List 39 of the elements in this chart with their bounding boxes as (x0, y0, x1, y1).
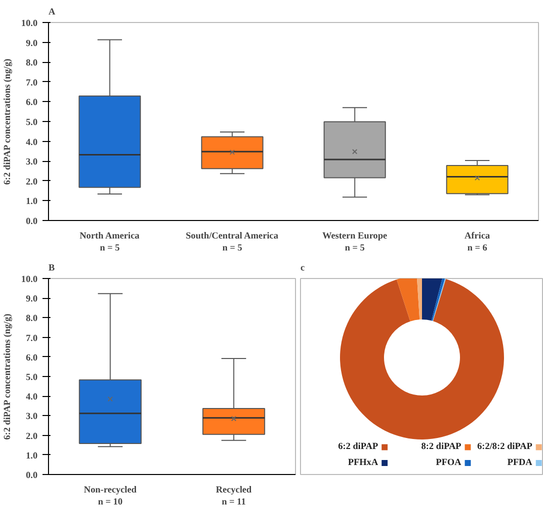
y-tick-label: 6.0 (26, 353, 38, 364)
legend-label: PFDA (507, 458, 533, 468)
y-tick-label: 2.0 (26, 432, 38, 442)
x-tick-label: Africa n = 6 (464, 232, 490, 254)
y-tick-label: 8.0 (26, 314, 38, 324)
legend-label: PFHxA (348, 458, 378, 468)
y-tick-label: 9.0 (26, 294, 38, 305)
legend-label: PFOA (436, 458, 462, 468)
y-tick-label: 10.0 (21, 19, 38, 29)
x-tick-label: Non-recycled n = 10 (84, 486, 138, 508)
x-tick-label: Western Europe n = 5 (322, 232, 388, 254)
y-tick-label: 6.0 (26, 98, 38, 108)
x-tick-label: South/Central America n = 5 (186, 232, 279, 254)
legend-label: 6:2 diPAP (338, 442, 378, 452)
legend-label: 6:2/8:2 diPAP (477, 442, 533, 452)
y-tick-label: 2.0 (26, 177, 38, 188)
y-tick-label: 1.0 (26, 451, 38, 462)
y-tick-label: 0.0 (26, 217, 38, 227)
y-tick-label: 1.0 (26, 197, 38, 208)
y-tick-label: 8.0 (26, 58, 38, 69)
legend-label: 8:2 diPAP (421, 442, 462, 452)
chart-title: A (48, 8, 56, 18)
y-axis-title: 6:2 diPAP concentrations (ng/g) (3, 314, 14, 440)
y-axis-title: 6:2 diPAP concentrations (ng/g) (3, 58, 14, 185)
chart-title: B (48, 264, 55, 274)
x-tick-label: North America n = 5 (80, 232, 140, 254)
y-tick-label: 7.0 (26, 78, 38, 88)
y-tick-label: 4.0 (26, 138, 38, 148)
y-tick-label: 4.0 (26, 392, 38, 403)
chart-title: c (300, 264, 305, 274)
y-tick-label: 3.0 (26, 158, 38, 168)
x-tick-label: Recycled n = 11 (216, 486, 252, 508)
y-tick-label: 9.0 (26, 38, 38, 49)
y-tick-label: 10.0 (21, 275, 38, 285)
y-tick-label: 5.0 (26, 373, 38, 383)
y-tick-label: 3.0 (26, 412, 38, 422)
y-tick-label: 0.0 (26, 471, 38, 481)
y-tick-label: 7.0 (26, 334, 38, 344)
y-tick-label: 5.0 (26, 118, 38, 128)
